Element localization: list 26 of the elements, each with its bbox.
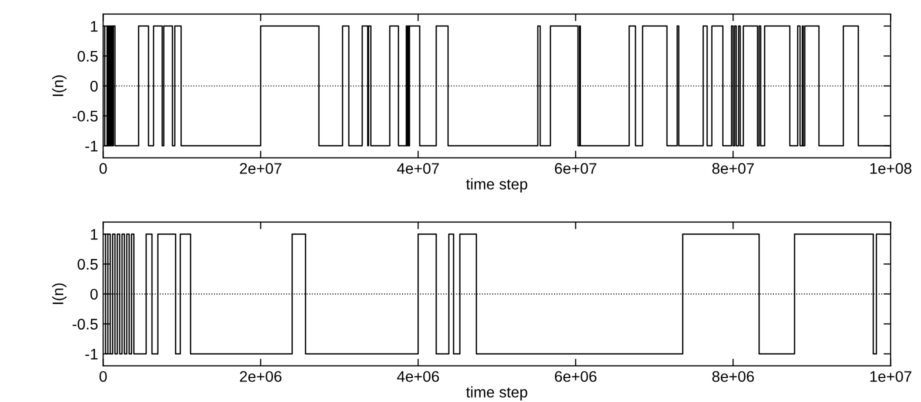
x-tick-label: 4e+06 [397,371,439,382]
x-tick-label: 6e+07 [554,163,596,174]
y-tick-label: 0 [90,80,98,92]
x-tick-label: 8e+07 [712,163,754,174]
x-tick-label: 1e+07 [870,371,912,382]
x-tick-label: 1e+08 [870,163,912,174]
x-tick-label: 6e+06 [554,371,596,382]
x-tick-label: 2e+07 [240,163,282,174]
y-axis-title: I(n) [52,75,66,96]
y-tick-label: -1 [85,140,98,152]
y-tick-label: -0.5 [72,318,98,330]
y-tick-label: 0 [90,288,98,300]
y-tick-label: 1 [90,229,98,240]
x-tick-label: 0 [100,371,107,382]
x-axis-title: time step [466,178,528,193]
y-axis-title: I(n) [52,283,66,304]
x-tick-label: 0 [100,163,107,174]
y-tick-label: 1 [90,21,98,32]
x-tick-label: 2e+06 [240,371,282,382]
x-axis-title: time step [466,386,528,401]
y-tick-label: 0.5 [78,50,98,62]
y-tick-label: -0.5 [72,110,98,122]
y-tick-label: 0.5 [78,258,98,270]
x-tick-label: 8e+06 [712,371,754,382]
x-tick-label: 4e+07 [397,163,439,174]
y-tick-label: -1 [85,348,98,360]
